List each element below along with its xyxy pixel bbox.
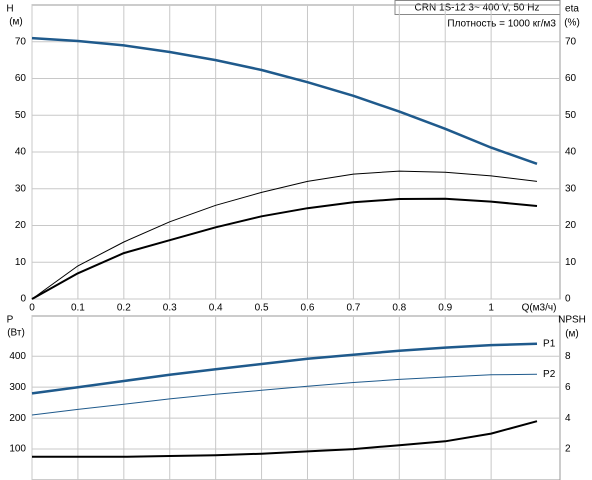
- y2-tick-label: 70: [565, 36, 577, 47]
- series-line: [31, 197, 538, 300]
- y-tick-label: 100: [9, 444, 26, 455]
- y2-tick-label: 4: [565, 413, 571, 424]
- y2-axis-unit: (%): [564, 18, 580, 29]
- y2-axis-unit: (м): [565, 329, 579, 340]
- y2-axis-label: eta: [565, 4, 579, 15]
- series-line: [31, 342, 538, 395]
- y-tick-label: 40: [15, 147, 27, 158]
- y2-tick-label: 40: [565, 147, 577, 158]
- series-label: P2: [543, 369, 556, 380]
- y2-tick-label: 30: [565, 183, 577, 194]
- y-tick-label: 30: [15, 183, 27, 194]
- y-tick-label: 300: [9, 382, 26, 393]
- series-line: [31, 36, 538, 165]
- x-tick-label: 0: [29, 303, 35, 314]
- series-line: [31, 373, 538, 416]
- y2-tick-label: 0: [565, 294, 571, 305]
- y-axis-unit: (Вт): [7, 328, 25, 339]
- y2-tick-label: 60: [565, 73, 577, 84]
- y-tick-label: 200: [9, 413, 26, 424]
- plot-area: [31, 315, 561, 480]
- y2-tick-label: 50: [565, 110, 577, 121]
- chart-subtitle: Плотность = 1000 кг/м3: [447, 19, 556, 30]
- series-label: P1: [543, 338, 556, 349]
- y-axis-unit: (м): [9, 17, 23, 28]
- y-axis-label: P: [7, 315, 14, 326]
- y-axis-label: H: [6, 4, 13, 15]
- y2-tick-label: 20: [565, 220, 577, 231]
- chart-title: CRN 1S-12 3~ 400 V, 50 Hz: [415, 3, 540, 14]
- x-tick-label: 0.8: [392, 303, 406, 314]
- x-tick-label: 0.5: [255, 303, 269, 314]
- y2-tick-label: 6: [565, 382, 571, 393]
- series-line: [32, 420, 538, 458]
- x-axis-label: Q(м3/ч): [522, 303, 557, 314]
- y-tick-label: 20: [15, 220, 27, 231]
- x-tick-label: 1: [488, 303, 494, 314]
- y-tick-label: 70: [15, 36, 27, 47]
- x-tick-label: 0.2: [117, 303, 131, 314]
- y2-tick-label: 2: [565, 444, 571, 455]
- y-tick-label: 50: [15, 110, 27, 121]
- series-line: [31, 170, 538, 300]
- y-tick-label: 400: [9, 351, 26, 362]
- x-tick-label: 0.4: [209, 303, 223, 314]
- y2-axis-label: NPSH: [558, 315, 586, 326]
- x-tick-label: 0.9: [438, 303, 452, 314]
- y-tick-label: 0: [20, 294, 26, 305]
- y2-tick-label: 10: [565, 257, 577, 268]
- y-tick-label: 60: [15, 73, 27, 84]
- y2-tick-label: 8: [565, 351, 571, 362]
- x-tick-label: 0.1: [71, 303, 85, 314]
- x-tick-label: 0.3: [163, 303, 177, 314]
- x-tick-label: 0.6: [301, 303, 315, 314]
- y-tick-label: 10: [15, 257, 27, 268]
- x-tick-label: 0.7: [346, 303, 360, 314]
